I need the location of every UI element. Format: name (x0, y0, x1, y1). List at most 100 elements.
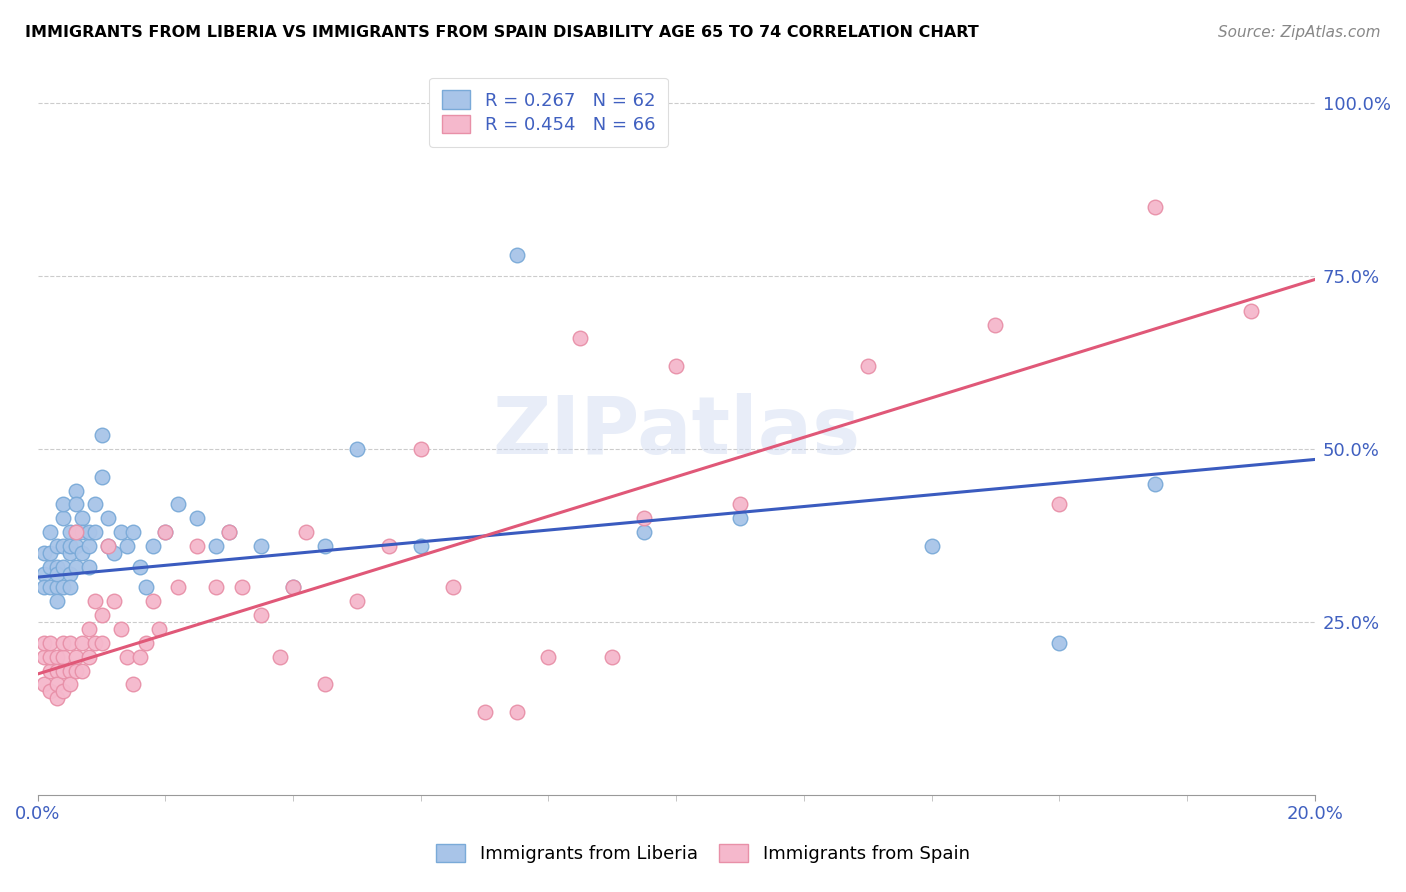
Point (281, 581, 304, 595)
Point (155, 525, 177, 540)
Point (65, 498, 87, 512)
Point (90, 469, 112, 483)
Point (65, 664, 87, 678)
Point (122, 525, 145, 540)
Point (32, 677, 55, 691)
Point (39, 664, 62, 678)
Point (378, 539, 401, 553)
Point (128, 649, 150, 664)
Point (32, 566, 55, 581)
Point (72, 664, 94, 678)
Point (97, 511, 120, 525)
Point (346, 594, 368, 608)
Point (115, 649, 138, 664)
Point (218, 525, 240, 540)
Point (1144, 200, 1167, 214)
Point (52, 539, 75, 553)
Point (167, 498, 190, 512)
Point (52, 498, 75, 512)
Point (155, 525, 177, 540)
Text: Source: ZipAtlas.com: Source: ZipAtlas.com (1218, 25, 1381, 40)
Point (32, 636, 55, 650)
Point (59, 525, 82, 540)
Point (84, 594, 107, 608)
Point (45, 664, 67, 678)
Point (45, 649, 67, 664)
Point (665, 359, 688, 373)
Point (142, 539, 165, 553)
Point (90, 608, 112, 623)
Point (39, 649, 62, 664)
Point (84, 636, 107, 650)
Point (186, 539, 208, 553)
Point (633, 525, 655, 540)
Point (39, 684, 62, 698)
Point (1240, 303, 1263, 318)
Point (110, 525, 132, 540)
Point (148, 622, 170, 636)
Point (186, 511, 208, 525)
Point (77, 525, 100, 540)
Point (135, 581, 157, 595)
Point (250, 539, 273, 553)
Point (72, 511, 94, 525)
Point (250, 608, 273, 623)
Point (45, 581, 67, 595)
Point (314, 539, 336, 553)
Point (218, 525, 240, 540)
Point (984, 318, 1007, 332)
Point (59, 677, 82, 691)
Point (45, 566, 67, 581)
Point (39, 546, 62, 560)
Point (45, 594, 67, 608)
Point (45, 559, 67, 574)
Point (633, 511, 655, 525)
Point (59, 566, 82, 581)
Point (59, 539, 82, 553)
Point (77, 539, 100, 553)
Point (90, 428, 112, 442)
Point (77, 559, 100, 574)
Point (231, 581, 253, 595)
Point (39, 525, 62, 540)
Point (1144, 476, 1167, 491)
Point (32, 546, 55, 560)
Point (59, 664, 82, 678)
Point (77, 622, 100, 636)
Point (52, 664, 75, 678)
Point (474, 705, 496, 719)
Point (135, 636, 157, 650)
Point (52, 684, 75, 698)
Point (97, 539, 120, 553)
Text: ZIPatlas: ZIPatlas (492, 392, 860, 471)
Point (128, 559, 150, 574)
Point (45, 539, 67, 553)
Point (59, 636, 82, 650)
Point (72, 636, 94, 650)
Point (281, 581, 304, 595)
Point (72, 525, 94, 540)
Point (409, 442, 432, 456)
Point (295, 525, 318, 540)
Point (72, 546, 94, 560)
Point (314, 677, 336, 691)
Point (205, 581, 228, 595)
Point (1047, 636, 1070, 650)
Point (52, 581, 75, 595)
Point (45, 691, 67, 706)
Point (39, 581, 62, 595)
Point (122, 677, 145, 691)
Text: IMMIGRANTS FROM LIBERIA VS IMMIGRANTS FROM SPAIN DISABILITY AGE 65 TO 74 CORRELA: IMMIGRANTS FROM LIBERIA VS IMMIGRANTS FR… (25, 25, 979, 40)
Point (32, 581, 55, 595)
Point (115, 539, 138, 553)
Point (505, 705, 527, 719)
Point (65, 483, 87, 498)
Point (728, 511, 751, 525)
Point (569, 331, 592, 345)
Point (52, 559, 75, 574)
Point (52, 511, 75, 525)
Point (84, 498, 107, 512)
Point (409, 539, 432, 553)
Point (110, 622, 132, 636)
Point (103, 594, 125, 608)
